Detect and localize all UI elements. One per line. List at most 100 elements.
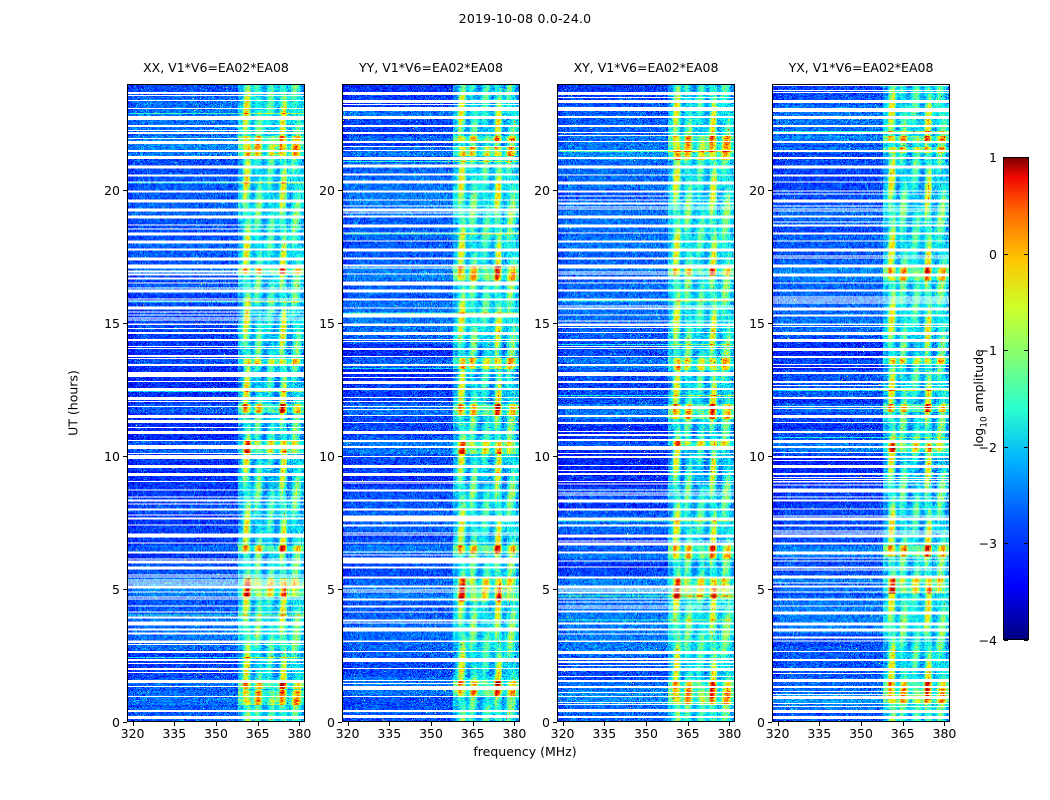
x-tick-mark xyxy=(604,722,606,726)
x-tick-label: 320 xyxy=(120,726,145,741)
colorbar-tick-mark xyxy=(1024,157,1028,158)
waterfall-image-yx xyxy=(773,85,949,721)
panel-title-yx: YX, V1*V6=EA02*EA08 xyxy=(788,60,934,75)
colorbar-tick-label: −3 xyxy=(978,536,997,552)
y-tick-mark xyxy=(123,190,127,192)
colorbar-tick-label: 0 xyxy=(989,246,997,262)
y-tick-mark xyxy=(123,589,127,591)
x-tick-mark xyxy=(132,722,134,726)
y-tick-mark xyxy=(338,190,342,192)
x-tick-label: 350 xyxy=(849,726,873,741)
x-tick-mark xyxy=(777,722,779,726)
y-axis-label: UT (hours) xyxy=(65,370,81,436)
panel-title-xy: XY, V1*V6=EA02*EA08 xyxy=(573,60,719,75)
colorbar-tick-label: −4 xyxy=(978,633,997,648)
x-tick-label: 350 xyxy=(634,726,658,741)
y-tick-label: 20 xyxy=(534,183,550,199)
y-tick-label: 20 xyxy=(749,183,765,199)
colorbar-tick-mark xyxy=(1004,543,1008,545)
y-tick-mark xyxy=(768,722,772,723)
x-tick-label: 335 xyxy=(592,726,617,741)
x-tick-label: 335 xyxy=(162,726,187,741)
y-tick-label: 0 xyxy=(757,715,765,730)
waterfall-panel-yx[interactable] xyxy=(772,84,950,722)
colorbar xyxy=(1003,157,1029,640)
x-tick-label: 365 xyxy=(890,726,915,741)
x-tick-label: 365 xyxy=(245,726,270,741)
colorbar-tick-mark xyxy=(1024,446,1028,448)
x-tick-label: 380 xyxy=(717,726,742,741)
y-tick-mark xyxy=(553,589,557,591)
y-tick-label: 5 xyxy=(112,582,120,598)
colorbar-tick-label: −1 xyxy=(978,343,997,359)
x-tick-mark xyxy=(216,722,217,726)
x-tick-label: 335 xyxy=(807,726,832,741)
y-tick-label: 10 xyxy=(104,449,120,465)
y-tick-mark xyxy=(338,722,342,723)
x-tick-label: 380 xyxy=(932,726,957,741)
colorbar-tick-mark xyxy=(1024,640,1028,641)
x-tick-mark xyxy=(299,722,301,726)
x-tick-label: 350 xyxy=(419,726,443,741)
colorbar-tick-mark xyxy=(1024,350,1028,352)
x-tick-mark xyxy=(646,722,647,726)
colorbar-tick-mark xyxy=(1024,543,1028,545)
x-tick-mark xyxy=(819,722,821,726)
x-tick-label: 335 xyxy=(377,726,402,741)
colorbar-label: log10 amplitude xyxy=(970,349,990,447)
y-tick-label: 10 xyxy=(534,449,550,465)
y-tick-label: 10 xyxy=(319,449,335,465)
colorbar-tick-mark xyxy=(1004,446,1008,448)
y-tick-mark xyxy=(553,722,557,723)
x-tick-mark xyxy=(562,722,564,726)
x-tick-mark xyxy=(472,722,474,726)
y-tick-label: 0 xyxy=(327,715,335,730)
x-tick-mark xyxy=(729,722,731,726)
waterfall-panel-xy[interactable] xyxy=(557,84,735,722)
waterfall-panel-yy[interactable] xyxy=(342,84,520,722)
x-tick-mark xyxy=(944,722,946,726)
x-tick-mark xyxy=(861,722,862,726)
colorbar-tick-mark xyxy=(1004,157,1008,158)
colorbar-tick-mark xyxy=(1024,253,1028,255)
x-tick-label: 320 xyxy=(765,726,790,741)
x-tick-mark xyxy=(902,722,904,726)
colorbar-tick-label: −2 xyxy=(978,439,997,455)
x-tick-label: 365 xyxy=(460,726,485,741)
waterfall-image-xx xyxy=(128,85,304,721)
colorbar-tick-mark xyxy=(1004,640,1008,641)
y-tick-label: 0 xyxy=(112,715,120,730)
figure-suptitle: 2019-10-08 0.0-24.0 xyxy=(458,11,592,26)
y-tick-mark xyxy=(338,456,342,458)
y-tick-mark xyxy=(768,323,772,325)
y-tick-label: 15 xyxy=(534,316,550,332)
x-tick-mark xyxy=(347,722,349,726)
x-tick-label: 350 xyxy=(204,726,228,741)
x-tick-mark xyxy=(174,722,176,726)
y-tick-label: 15 xyxy=(319,316,335,332)
colorbar-tick-mark xyxy=(1004,253,1008,255)
y-tick-label: 5 xyxy=(542,582,550,598)
y-tick-mark xyxy=(123,456,127,458)
panel-title-yy: YY, V1*V6=EA02*EA08 xyxy=(359,60,503,75)
colorbar-tick-mark xyxy=(1004,350,1008,352)
y-tick-label: 20 xyxy=(104,183,120,199)
waterfall-panel-xx[interactable] xyxy=(127,84,305,722)
y-tick-mark xyxy=(553,323,557,325)
x-tick-mark xyxy=(687,722,689,726)
x-tick-label: 380 xyxy=(287,726,312,741)
y-tick-mark xyxy=(123,722,127,723)
y-tick-label: 0 xyxy=(542,715,550,730)
y-tick-label: 20 xyxy=(319,183,335,199)
x-tick-mark xyxy=(257,722,259,726)
y-tick-mark xyxy=(553,190,557,192)
panel-title-xx: XX, V1*V6=EA02*EA08 xyxy=(143,60,289,75)
x-tick-label: 320 xyxy=(550,726,575,741)
colorbar-tick-label: 1 xyxy=(989,150,997,165)
y-tick-mark xyxy=(338,323,342,325)
x-axis-label: frequency (MHz) xyxy=(473,744,577,759)
y-tick-label: 5 xyxy=(327,582,335,598)
waterfall-image-xy xyxy=(558,85,734,721)
y-tick-label: 15 xyxy=(749,316,765,332)
